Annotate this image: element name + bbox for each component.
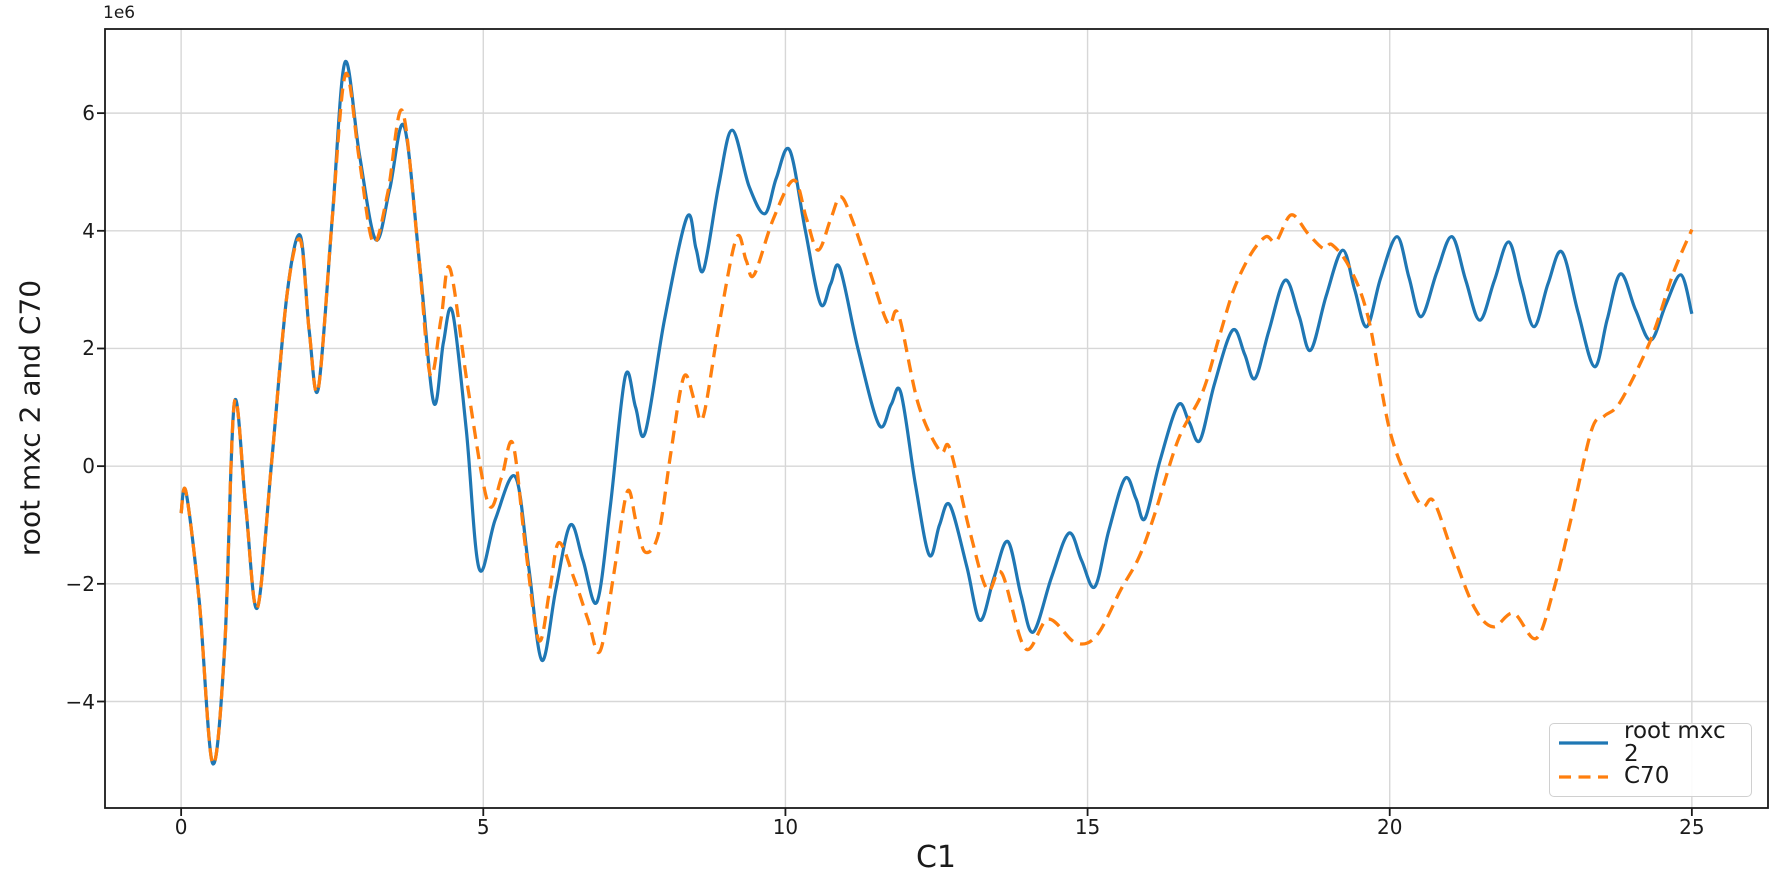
legend-line-sample-solid [1559, 741, 1608, 745]
y-axis-offset-text: 1e6 [103, 3, 136, 23]
series-line-root-mxc-2 [179, 59, 1694, 766]
x-tick-label: 10 [772, 815, 799, 839]
axes-spines [104, 28, 1769, 809]
y-tick-label: −2 [65, 571, 95, 596]
y-tick-label: 4 [82, 218, 95, 243]
series-line-c70 [179, 71, 1694, 766]
y-axis-label: root mxc 2 and C70 [13, 279, 47, 557]
x-axis-label: C1 [915, 840, 957, 875]
x-tick-label: 15 [1074, 815, 1101, 839]
legend-label: root mxc 2 [1624, 718, 1726, 768]
y-tick-label: 6 [82, 101, 95, 126]
legend-entry-c70: C70 [1558, 761, 1743, 793]
legend-label: C70 [1624, 763, 1670, 790]
y-tick-label: 2 [82, 336, 95, 361]
legend: root mxc 2 C70 [1549, 720, 1752, 797]
x-tick-label: 0 [174, 815, 188, 839]
legend-entry-root-mxc-2: root mxc 2 [1558, 720, 1743, 766]
y-tick-label: 0 [82, 454, 95, 479]
y-tick-label: −4 [65, 689, 95, 714]
legend-line-sample-dashed [1559, 775, 1608, 779]
x-tick-label: 5 [476, 815, 490, 839]
x-tick-label: 20 [1376, 815, 1403, 839]
x-tick-label: 25 [1679, 815, 1705, 839]
